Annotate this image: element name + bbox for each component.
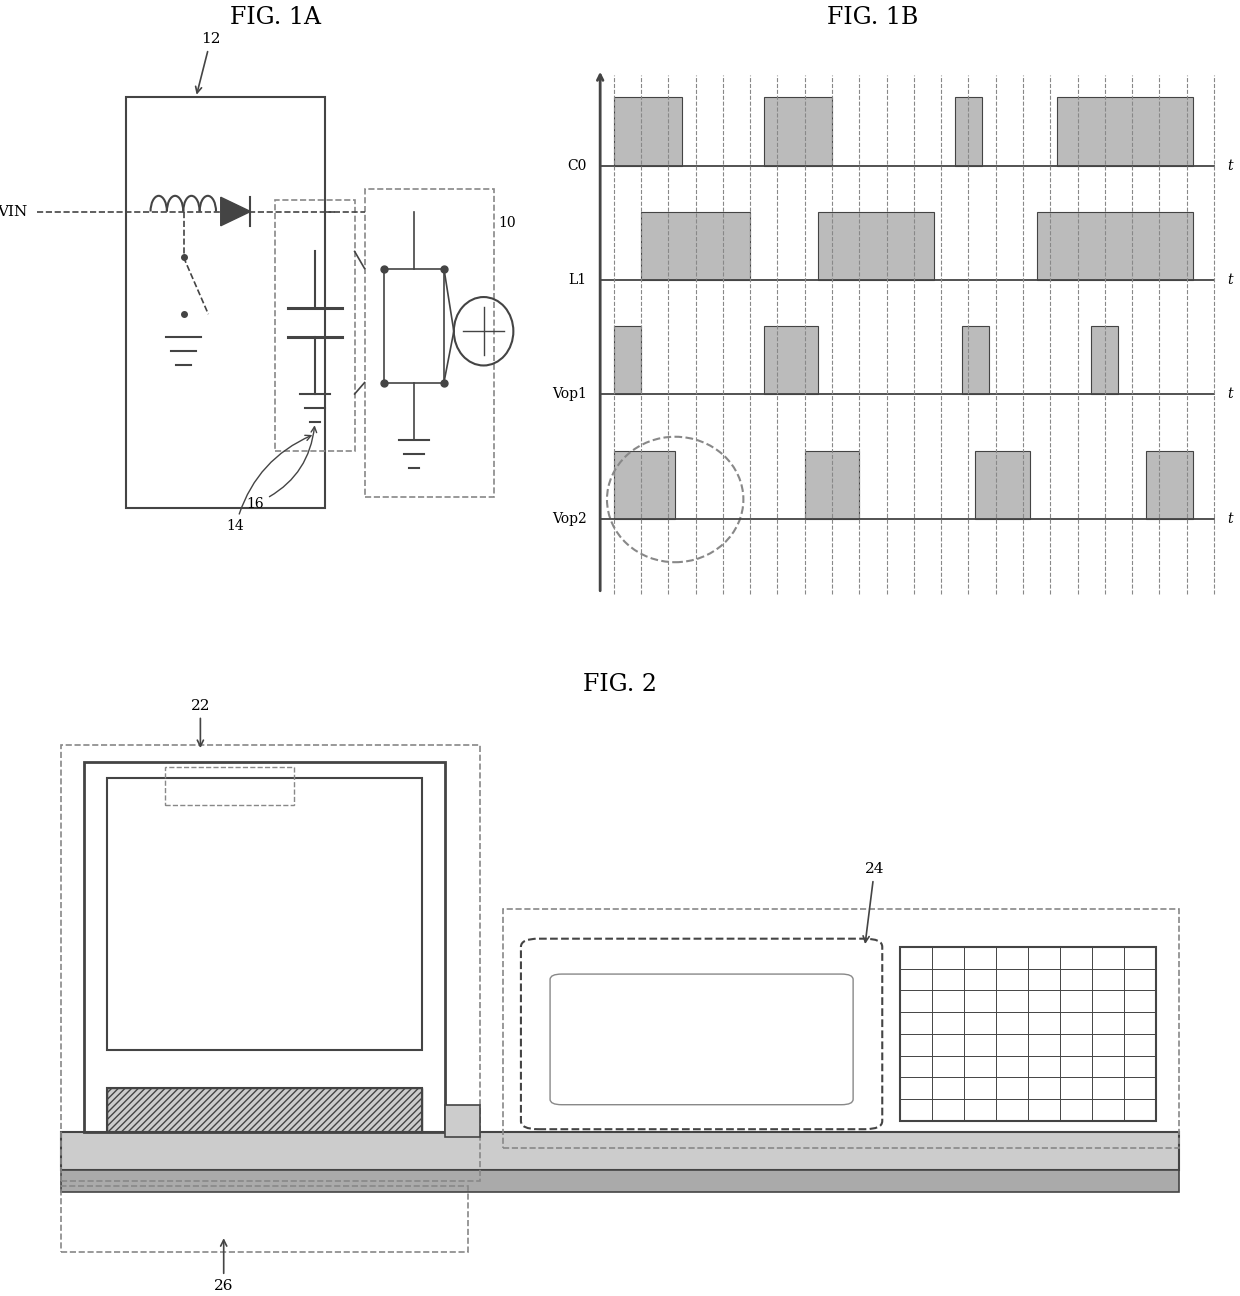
Bar bbox=[61, 1131, 1179, 1170]
Bar bbox=[614, 97, 682, 166]
Bar bbox=[1091, 325, 1118, 394]
Bar bbox=[107, 1089, 422, 1131]
Bar bbox=[107, 778, 422, 1050]
Text: t: t bbox=[1228, 512, 1234, 526]
Bar bbox=[275, 200, 355, 451]
Bar bbox=[818, 211, 935, 280]
Polygon shape bbox=[221, 197, 250, 226]
Text: t: t bbox=[1228, 159, 1234, 172]
Text: VIN: VIN bbox=[0, 205, 27, 219]
Bar bbox=[614, 325, 641, 394]
Text: C0: C0 bbox=[567, 159, 587, 172]
Bar bbox=[84, 762, 445, 1131]
Text: FIG. 1B: FIG. 1B bbox=[827, 6, 919, 29]
Bar bbox=[641, 211, 750, 280]
Bar bbox=[975, 451, 1029, 520]
Text: 26: 26 bbox=[215, 1240, 233, 1293]
Bar bbox=[61, 1170, 1179, 1192]
Text: 14: 14 bbox=[227, 435, 311, 534]
Bar bbox=[805, 451, 859, 520]
Text: Vop2: Vop2 bbox=[552, 512, 587, 526]
Bar bbox=[764, 325, 818, 394]
Text: FIG. 1A: FIG. 1A bbox=[229, 6, 321, 29]
Text: FIG. 2: FIG. 2 bbox=[583, 674, 657, 696]
Bar bbox=[1146, 451, 1193, 520]
Bar bbox=[107, 1089, 422, 1131]
Text: Vop1: Vop1 bbox=[552, 388, 587, 400]
Bar bbox=[61, 745, 480, 1181]
Bar bbox=[165, 767, 294, 805]
Bar bbox=[365, 189, 494, 496]
Bar bbox=[1056, 97, 1193, 166]
Bar bbox=[1037, 211, 1193, 280]
Text: 16: 16 bbox=[247, 426, 316, 511]
Text: t: t bbox=[1228, 273, 1234, 286]
Text: 12: 12 bbox=[196, 32, 221, 93]
Bar bbox=[503, 908, 1179, 1148]
Bar bbox=[955, 97, 982, 166]
Bar bbox=[126, 97, 325, 508]
Bar bbox=[764, 97, 832, 166]
Text: 10: 10 bbox=[498, 216, 516, 229]
Bar bbox=[61, 1186, 469, 1252]
Bar bbox=[445, 1104, 480, 1138]
Bar bbox=[961, 325, 988, 394]
Text: 22: 22 bbox=[191, 699, 210, 746]
Bar bbox=[614, 451, 675, 520]
Text: L1: L1 bbox=[568, 273, 587, 286]
Text: 24: 24 bbox=[863, 862, 884, 942]
Text: t: t bbox=[1228, 388, 1234, 400]
Bar bbox=[900, 947, 1156, 1121]
